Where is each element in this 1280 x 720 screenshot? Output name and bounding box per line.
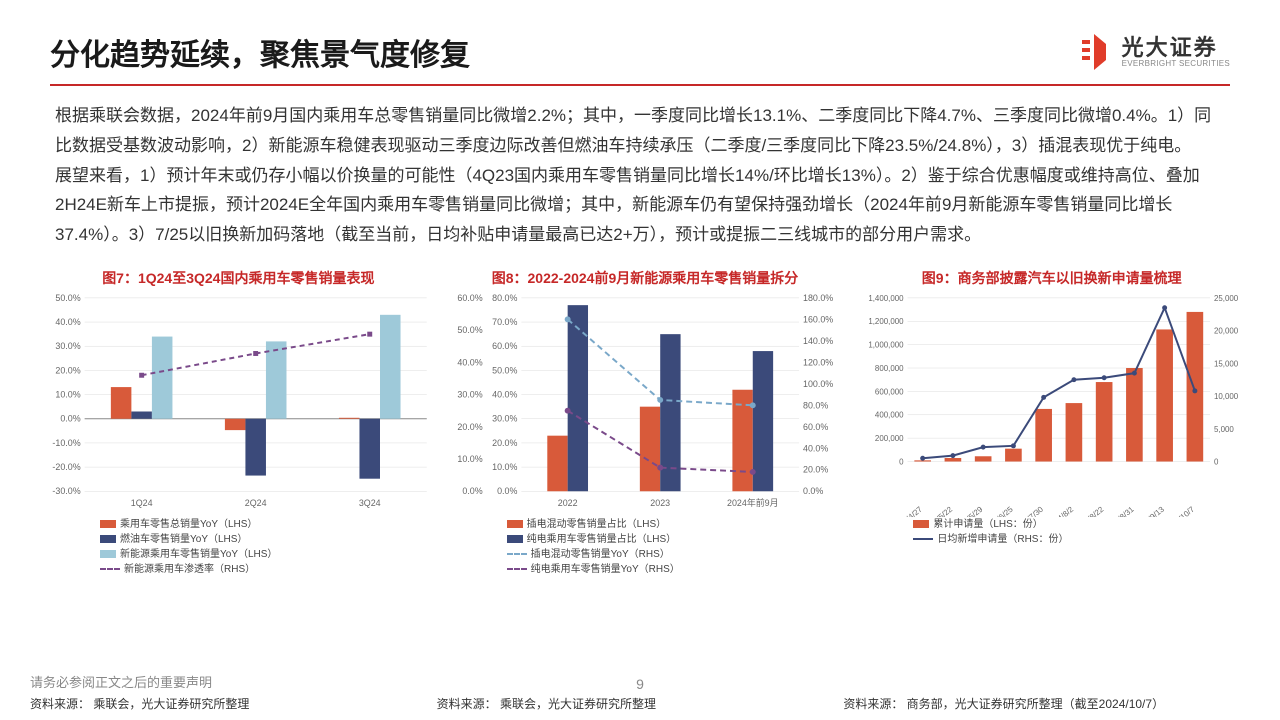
- svg-text:2024/4/27: 2024/4/27: [892, 505, 925, 517]
- svg-text:30.0%: 30.0%: [457, 389, 482, 399]
- svg-text:2024/8/22: 2024/8/22: [1073, 505, 1106, 517]
- title-underline: [50, 84, 1230, 86]
- svg-text:120.0%: 120.0%: [803, 357, 833, 367]
- svg-text:10.0%: 10.0%: [492, 462, 517, 472]
- svg-text:10,000: 10,000: [1214, 392, 1239, 401]
- svg-text:40.0%: 40.0%: [457, 357, 482, 367]
- svg-text:0: 0: [1214, 457, 1219, 466]
- svg-text:400,000: 400,000: [875, 410, 904, 419]
- svg-text:50.0%: 50.0%: [55, 293, 80, 303]
- svg-text:2024/6/25: 2024/6/25: [982, 504, 1015, 517]
- svg-text:20.0%: 20.0%: [492, 438, 517, 448]
- svg-text:-10.0%: -10.0%: [52, 438, 80, 448]
- svg-text:50.0%: 50.0%: [457, 325, 482, 335]
- logo-text-en: EVERBRIGHT SECURITIES: [1122, 60, 1230, 69]
- svg-text:2024/10/7: 2024/10/7: [1164, 505, 1197, 517]
- svg-text:2024/5/22: 2024/5/22: [922, 505, 955, 517]
- svg-text:2023: 2023: [650, 498, 670, 508]
- svg-text:40.0%: 40.0%: [803, 443, 828, 453]
- svg-text:30.0%: 30.0%: [492, 413, 517, 423]
- chart-9: 图9：商务部披露汽车以旧换新申请量梳理 0 200,000 400,000 600,0…: [853, 268, 1250, 577]
- chart-9-title: 图9：商务部披露汽车以旧换新申请量梳理: [853, 268, 1250, 288]
- svg-text:600,000: 600,000: [875, 387, 904, 396]
- svg-text:0.0%: 0.0%: [803, 486, 823, 496]
- source-3: 资料来源： 商务部，光大证券研究所整理（截至2024/10/7）: [843, 695, 1250, 712]
- company-logo: 光大证券 EVERBRIGHT SECURITIES: [1076, 32, 1230, 72]
- svg-text:20,000: 20,000: [1214, 326, 1239, 335]
- svg-text:80.0%: 80.0%: [492, 293, 517, 303]
- svg-text:800,000: 800,000: [875, 364, 904, 373]
- svg-text:50.0%: 50.0%: [492, 365, 517, 375]
- svg-text:20.0%: 20.0%: [55, 365, 80, 375]
- svg-text:2024年前9月: 2024年前9月: [727, 497, 779, 508]
- svg-text:180.0%: 180.0%: [803, 293, 833, 303]
- chart-8-title: 图8：2022-2024前9月新能源乘用车零售销量拆分: [447, 268, 844, 288]
- chart-8: 图8：2022-2024前9月新能源乘用车零售销量拆分 0.0% 10.0% 20.…: [447, 268, 844, 577]
- source-1: 资料来源： 乘联会，光大证券研究所整理: [30, 695, 437, 712]
- svg-text:100.0%: 100.0%: [803, 379, 833, 389]
- svg-text:30.0%: 30.0%: [55, 341, 80, 351]
- svg-text:2022: 2022: [557, 498, 577, 508]
- svg-text:-30.0%: -30.0%: [52, 486, 80, 496]
- svg-text:20.0%: 20.0%: [803, 465, 828, 475]
- svg-text:2Q24: 2Q24: [245, 498, 267, 508]
- source-2: 资料来源： 乘联会，光大证券研究所整理: [437, 695, 844, 712]
- svg-text:1,000,000: 1,000,000: [869, 340, 905, 349]
- paragraph-1: 根据乘联会数据，2024年前9月国内乘用车总零售销量同比微增2.2%；其中，一季…: [55, 101, 1225, 161]
- svg-text:10.0%: 10.0%: [457, 454, 482, 464]
- svg-text:1,200,000: 1,200,000: [869, 317, 905, 326]
- svg-text:140.0%: 140.0%: [803, 336, 833, 346]
- svg-text:2024/8/31: 2024/8/31: [1103, 504, 1136, 517]
- svg-text:1Q24: 1Q24: [131, 498, 153, 508]
- svg-text:5,000: 5,000: [1214, 425, 1234, 434]
- svg-text:0.0%: 0.0%: [462, 486, 482, 496]
- paragraph-2: 展望来看，1）预计年末或仍存小幅以价换量的可能性（4Q23国内乘用车零售销量同比…: [55, 161, 1225, 250]
- svg-text:200,000: 200,000: [875, 434, 904, 443]
- svg-text:60.0%: 60.0%: [803, 422, 828, 432]
- svg-text:2024/7/30: 2024/7/30: [1012, 504, 1045, 517]
- svg-text:20.0%: 20.0%: [457, 422, 482, 432]
- svg-text:2024/8/2: 2024/8/2: [1046, 505, 1075, 517]
- disclaimer: 请务必参阅正文之后的重要声明: [30, 672, 1250, 691]
- page-title: 分化趋势延续，聚焦景气度修复: [50, 30, 470, 74]
- svg-text:25,000: 25,000: [1214, 294, 1239, 303]
- svg-text:40.0%: 40.0%: [55, 317, 80, 327]
- svg-text:1,400,000: 1,400,000: [869, 294, 905, 303]
- svg-text:70.0%: 70.0%: [492, 317, 517, 327]
- svg-text:40.0%: 40.0%: [492, 389, 517, 399]
- svg-text:0.0%: 0.0%: [497, 486, 517, 496]
- svg-text:15,000: 15,000: [1214, 359, 1239, 368]
- chart-7: 图7：1Q24至3Q24国内乘用车零售销量表现 -30.0% -20.0% -10.…: [40, 268, 437, 577]
- svg-text:-20.0%: -20.0%: [52, 462, 80, 472]
- logo-text-cn: 光大证券: [1122, 36, 1230, 60]
- chart-7-title: 图7：1Q24至3Q24国内乘用车零售销量表现: [40, 268, 437, 288]
- svg-text:2024/9/13: 2024/9/13: [1133, 504, 1166, 517]
- svg-text:10.0%: 10.0%: [55, 389, 80, 399]
- svg-text:0.0%: 0.0%: [60, 413, 80, 423]
- body-text: 根据乘联会数据，2024年前9月国内乘用车总零售销量同比微增2.2%；其中，一季…: [0, 101, 1280, 250]
- svg-text:60.0%: 60.0%: [457, 293, 482, 303]
- logo-icon: [1076, 32, 1112, 72]
- svg-text:160.0%: 160.0%: [803, 314, 833, 324]
- svg-text:0: 0: [900, 457, 905, 466]
- svg-text:2024/5/29: 2024/5/29: [952, 504, 985, 517]
- svg-text:80.0%: 80.0%: [803, 400, 828, 410]
- svg-text:3Q24: 3Q24: [359, 498, 381, 508]
- svg-text:60.0%: 60.0%: [492, 341, 517, 351]
